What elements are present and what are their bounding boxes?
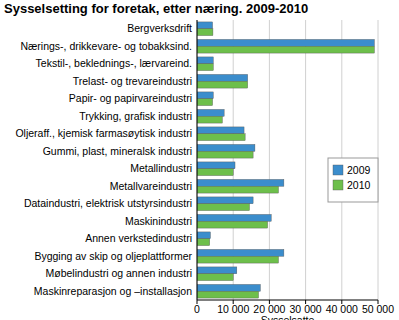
bar (197, 274, 233, 281)
tick-label: 50 000 (362, 303, 394, 315)
x-axis-label: Sysselsatte (261, 314, 315, 320)
chart: Sysselsetting for foretak, etter næring.… (0, 0, 399, 320)
tick-label: 0 (194, 303, 200, 315)
category-label: Papir- og papirvareindustri (69, 92, 192, 104)
category-label: Annen verkstedindustri (85, 232, 192, 244)
category-label: Bygging av skip og oljeplattformer (34, 250, 192, 262)
bar (197, 239, 210, 246)
bar (197, 39, 374, 46)
title: Sysselsetting for foretak, etter næring.… (4, 1, 308, 16)
category-label: Metallindustri (130, 162, 192, 174)
bar (197, 81, 248, 88)
bar (197, 29, 213, 36)
bar (197, 221, 268, 228)
tick-label: 40 000 (326, 303, 358, 315)
bar (197, 291, 259, 298)
bar (197, 232, 210, 239)
bar (197, 197, 253, 204)
y-axis (197, 20, 198, 300)
bar (197, 46, 374, 53)
bar (197, 109, 224, 116)
bar (197, 127, 244, 134)
bar (197, 214, 271, 221)
bar (197, 186, 278, 193)
bar (197, 284, 260, 291)
tick-label: 10 000 (217, 303, 249, 315)
bar (197, 144, 255, 151)
bar (197, 99, 213, 106)
bar (197, 116, 222, 123)
bar (197, 134, 245, 141)
category-label: Maskinindustri (125, 215, 192, 227)
legend-swatch (333, 165, 343, 175)
category-label: Metallvareindustri (110, 180, 192, 192)
category-label: Trykking, grafisk industri (79, 110, 192, 122)
category-label: Bergverksdrift (127, 22, 192, 34)
bar (197, 179, 284, 186)
grid-line (197, 20, 198, 300)
bar (197, 204, 249, 211)
category-label: Gummi, plast, mineralsk industri (43, 145, 192, 157)
bar (197, 57, 213, 64)
bar (197, 74, 248, 81)
legend-swatch (333, 180, 343, 190)
bar (197, 169, 233, 176)
category-label: Nærings-, drikkevare- og tobakksind. (20, 40, 192, 52)
bar (197, 22, 213, 29)
category-label: Maskinreparasjon og –installasjon (34, 285, 192, 297)
bar (197, 151, 253, 158)
category-label: Oljeraff., kjemisk farmasøytisk industri (15, 127, 192, 139)
category-label: Dataindustri, elektrisk utstyrsindustri (24, 197, 192, 209)
legend-label: 2009 (347, 164, 371, 176)
bar (197, 64, 213, 71)
category-label: Trelast- og trevareindustri (73, 75, 192, 87)
legend (328, 158, 378, 202)
legend-label: 2010 (347, 179, 371, 191)
bar (197, 162, 235, 169)
bar (197, 249, 284, 256)
bar (197, 267, 237, 274)
x-axis (197, 300, 378, 301)
category-label: Tekstil-, beklednings-, lærvareind. (36, 57, 192, 69)
bar (197, 256, 278, 263)
category-label: Møbelindustri og annen industri (46, 267, 193, 279)
grid-line (305, 20, 306, 300)
bar (197, 92, 213, 99)
